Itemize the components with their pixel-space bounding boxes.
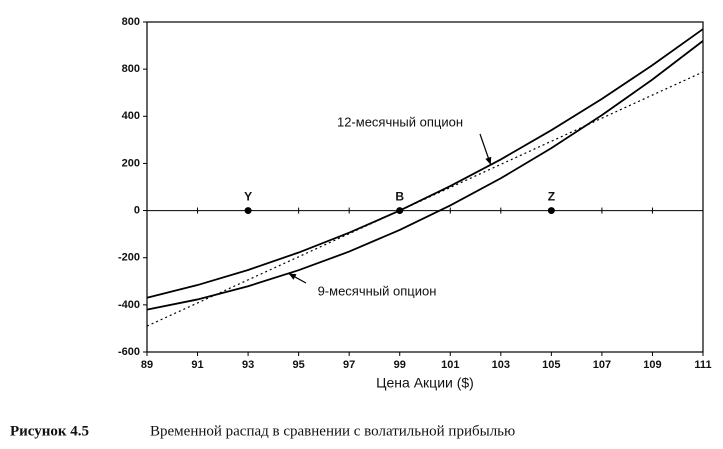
y-tick-label: 800 (122, 63, 140, 75)
line (146, 71, 704, 327)
arrow-head (485, 156, 492, 165)
point (396, 207, 404, 215)
x-axis-label: Цена Акции ($) (376, 375, 474, 391)
line (146, 28, 704, 299)
x-tick-label: 105 (542, 359, 560, 371)
x-tick-label: 91 (191, 359, 203, 371)
line (146, 40, 704, 311)
x-tick-label: 101 (441, 359, 459, 371)
x-tick-label: 111 (694, 359, 711, 371)
arrow-head (288, 273, 297, 280)
caption: Временной распад в сравнении с волатильн… (150, 423, 515, 439)
x-tick-label: 95 (293, 359, 305, 371)
y-tick-label: -400 (118, 299, 140, 311)
annotation: 12-месячный опцион (337, 114, 463, 129)
annotation: 9-месячный опцион (318, 283, 437, 298)
point-label: Y (244, 190, 252, 204)
x-tick-label: 97 (343, 359, 355, 371)
plot-frame (146, 21, 704, 353)
y-tick-label: 200 (122, 157, 140, 169)
y-tick-label: 800 (122, 16, 140, 28)
y-tick-label: -200 (118, 252, 140, 264)
y-tick-label: 0 (134, 204, 140, 216)
x-tick-label: 103 (492, 359, 510, 371)
x-tick-label: 99 (394, 359, 406, 371)
point (244, 207, 252, 215)
y-tick-label: -600 (118, 346, 140, 358)
point (547, 207, 555, 215)
caption-label: Рисунок 4.5 (10, 423, 89, 439)
x-tick-label: 93 (242, 359, 254, 371)
x-tick-label: 89 (141, 359, 153, 371)
point-label: Z (548, 190, 555, 204)
x-tick-label: 107 (593, 359, 611, 371)
y-tick-label: 400 (122, 110, 140, 122)
x-tick-label: 109 (643, 359, 661, 371)
point-label: B (395, 190, 404, 204)
